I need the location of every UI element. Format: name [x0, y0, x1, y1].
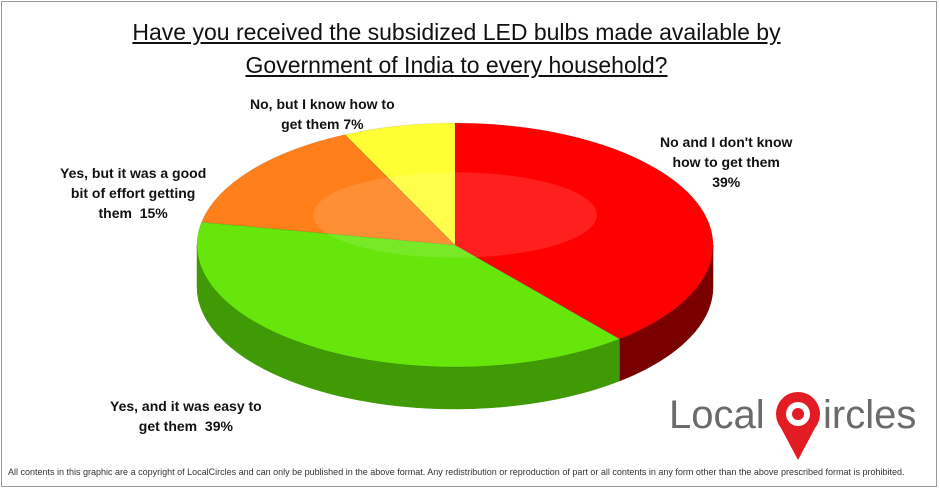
copyright-footer: All contents in this graphic are a copyr… — [8, 467, 905, 477]
slice-label-line: Yes, and it was easy to — [110, 398, 262, 414]
map-pin-icon — [776, 392, 820, 460]
slice-label-line: how to get them — [672, 154, 780, 170]
localcircles-logo: Local ircles — [669, 392, 916, 460]
slice-label-text: get them — [138, 418, 198, 434]
slice-label-line: No, but I know how to — [250, 96, 395, 112]
slice-label-line: bit of effort getting — [70, 185, 196, 201]
logo-text-local: Local — [669, 393, 765, 437]
slice-label-text: them — [98, 205, 132, 221]
slice-label-text: get them — [281, 116, 340, 132]
slice-percent: 7% — [343, 116, 364, 132]
pie-slice-2 — [201, 134, 456, 246]
slice-label-line: get them 39% — [110, 416, 262, 436]
pie-highlight — [313, 172, 597, 258]
pie-slice-0 — [454, 122, 714, 340]
slice-percent: 39% — [204, 418, 233, 434]
slice-label-line: them 15% — [60, 203, 206, 223]
slice-percent: 15% — [139, 205, 168, 221]
pie-slice-1 — [196, 221, 621, 368]
slice-label-yes-effort: Yes, but it was a good bit of effort get… — [60, 163, 206, 223]
logo-text-ircles: ircles — [823, 393, 916, 437]
slice-label-no-dont-know: No and I don't know how to get them 39% — [660, 132, 792, 192]
chart-title: Have you received the subsidized LED bul… — [0, 16, 913, 82]
pie-slice-3 — [344, 122, 456, 246]
slice-label-no-know-how: No, but I know how to get them 7% — [250, 94, 395, 134]
slice-label-line: No and I don't know — [660, 134, 793, 150]
chart-title-line-1: Have you received the subsidized LED bul… — [132, 19, 781, 45]
slice-label-yes-easy: Yes, and it was easy to get them 39% — [110, 396, 262, 436]
chart-title-line-2: Government of India to every household? — [245, 52, 668, 78]
slice-percent: 39% — [712, 174, 741, 190]
slice-label-line: Yes, but it was a good — [60, 165, 207, 181]
slice-label-line: get them 7% — [250, 114, 395, 134]
